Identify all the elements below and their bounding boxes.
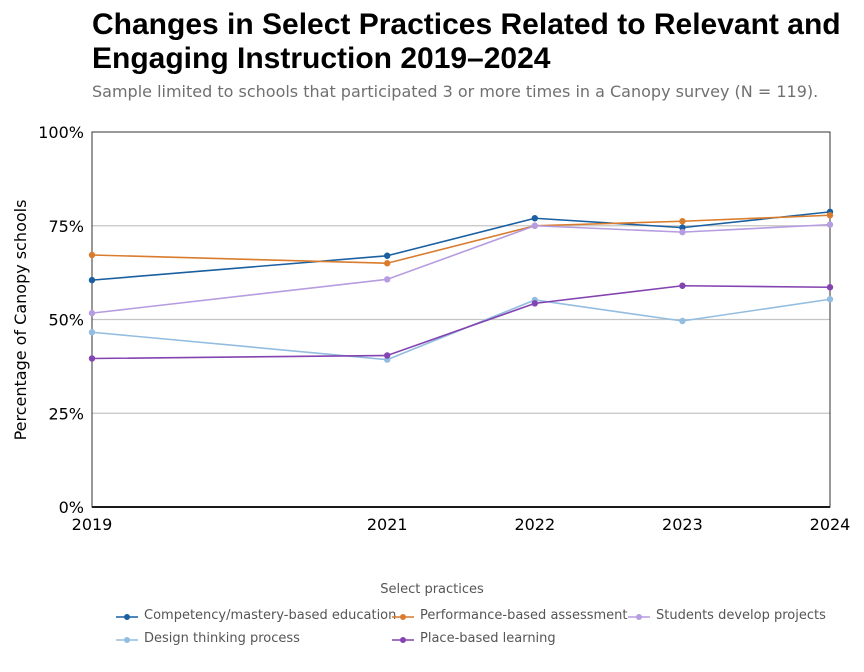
legend-item: Students develop projects [628, 608, 826, 623]
series-line [91, 223, 831, 314]
data-point [679, 317, 686, 325]
series-0 [88, 208, 834, 284]
x-axis: 2019 2021 2022 2023 2024 [72, 515, 851, 534]
legend-item: Design thinking process [116, 631, 300, 646]
y-tick-label: 75% [48, 217, 84, 236]
legend-swatch [392, 611, 414, 621]
data-point [384, 352, 391, 359]
data-point [826, 212, 834, 219]
legend-label: Performance-based assessment [420, 608, 628, 623]
data-point [88, 276, 96, 284]
legend-title: Select practices [380, 582, 484, 597]
data-point [679, 282, 686, 289]
data-point [88, 251, 96, 259]
series-line [91, 211, 831, 281]
series-4 [88, 282, 834, 362]
data-point [679, 218, 686, 225]
chart-subtitle: Sample limited to schools that participa… [92, 82, 819, 101]
series-2 [88, 221, 834, 317]
legend-item: Performance-based assessment [392, 608, 628, 623]
legend-label: Competency/mastery-based education [144, 608, 397, 623]
line-chart: 0% 25% 50% 75% 100% 2019 2021 2022 2023 2024 Per… [11, 123, 851, 534]
data-point [826, 221, 834, 228]
x-tick-label: 2023 [662, 515, 703, 534]
x-tick-label: 2019 [72, 515, 113, 534]
data-point [531, 222, 538, 229]
data-point [88, 355, 96, 362]
x-tick-label: 2021 [367, 515, 408, 534]
legend-label: Place-based learning [420, 631, 556, 646]
data-point [679, 224, 686, 231]
legend-swatch [628, 611, 650, 621]
data-point [531, 215, 538, 222]
data-point [679, 228, 686, 236]
series-1 [88, 212, 834, 267]
legend-label: Design thinking process [144, 631, 300, 646]
x-tick-label: 2022 [514, 515, 555, 534]
data-point [531, 300, 538, 307]
data-point [826, 284, 834, 291]
data-point [88, 309, 96, 317]
legend-swatch [116, 634, 138, 644]
legend-swatch [116, 611, 138, 621]
legend-swatch [392, 634, 414, 644]
y-tick-label: 50% [48, 311, 84, 330]
gridlines [92, 225, 830, 508]
plot-frame [91, 131, 831, 508]
legend-item: Competency/mastery-based education [116, 608, 396, 623]
series-line [91, 284, 831, 360]
legend-label: Students develop projects [656, 608, 826, 623]
chart-title: Changes in Select Practices Related to R… [92, 8, 841, 75]
y-tick-label: 25% [48, 404, 84, 423]
data-point [384, 260, 391, 267]
series-group [88, 208, 834, 363]
y-axis: 0% 25% 50% 75% 100% [38, 123, 84, 517]
data-point [88, 329, 96, 336]
y-tick-label: 100% [38, 123, 84, 142]
x-tick-label: 2024 [810, 515, 851, 534]
legend-item: Place-based learning [392, 631, 556, 646]
data-point [384, 252, 391, 259]
series-line [91, 214, 831, 265]
data-point [826, 296, 834, 303]
y-axis-label: Percentage of Canopy schools [11, 200, 30, 441]
y-tick-label: 0% [59, 498, 84, 517]
data-point [384, 276, 391, 283]
